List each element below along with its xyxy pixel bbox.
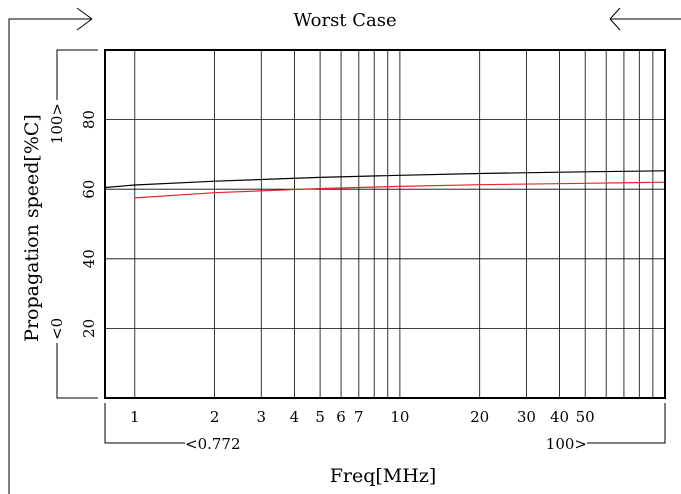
x-tick-label: 6	[336, 408, 346, 426]
y-tick-label: 20	[80, 319, 98, 338]
x-tick-label: 7	[354, 408, 364, 426]
title-arrow-left-lower	[76, 18, 93, 31]
y-tick-labels: 20 40 60 80	[80, 110, 98, 338]
title-arrow-right-lower	[609, 18, 621, 31]
y-tick-label: 60	[80, 180, 98, 199]
x-range-line-left	[104, 403, 185, 444]
x-tick-label: 20	[470, 408, 489, 426]
grid	[105, 50, 665, 398]
x-tick-label: 4	[290, 408, 300, 426]
x-tick-labels: 1 2 3 4 5 6 7 10 20 30 40 50	[130, 408, 595, 426]
x-tick-label: 1	[130, 408, 140, 426]
x-tick-label: 40	[550, 408, 569, 426]
x-tick-label: 10	[390, 408, 409, 426]
title-arrow-right	[609, 7, 621, 20]
plot-area	[104, 49, 666, 399]
y-tick-label: 80	[80, 110, 98, 129]
series-line-2	[134, 181, 666, 199]
x-range-line-right	[587, 403, 666, 444]
x-tick-label: 50	[576, 408, 595, 426]
x-tick-label: 3	[257, 408, 267, 426]
y-range-max-label: 100>	[48, 103, 66, 144]
x-range-bracket	[104, 403, 666, 444]
title-arrow-left	[76, 7, 93, 20]
x-range-max-label: 100>	[546, 435, 587, 453]
y-tick-label: 40	[80, 249, 98, 268]
x-tick-label: 30	[517, 408, 536, 426]
y-axis-label: Propagation speed[%C]	[21, 114, 43, 342]
chart-title: Worst Case	[293, 10, 396, 31]
frame-top-left	[8, 18, 92, 494]
y-range-line-bottom	[56, 343, 98, 399]
x-tick-label: 5	[315, 408, 325, 426]
series-line-1	[104, 170, 666, 189]
y-range-min-label: <0	[48, 318, 66, 340]
series-layer	[104, 170, 666, 199]
x-tick-label: 2	[210, 408, 220, 426]
x-axis-label: Freq[MHz]	[330, 465, 437, 487]
chart-frame	[8, 7, 681, 494]
y-range-line-top	[56, 49, 98, 100]
x-range-min-label: <0.772	[185, 435, 241, 453]
y-range-bracket	[56, 49, 98, 399]
